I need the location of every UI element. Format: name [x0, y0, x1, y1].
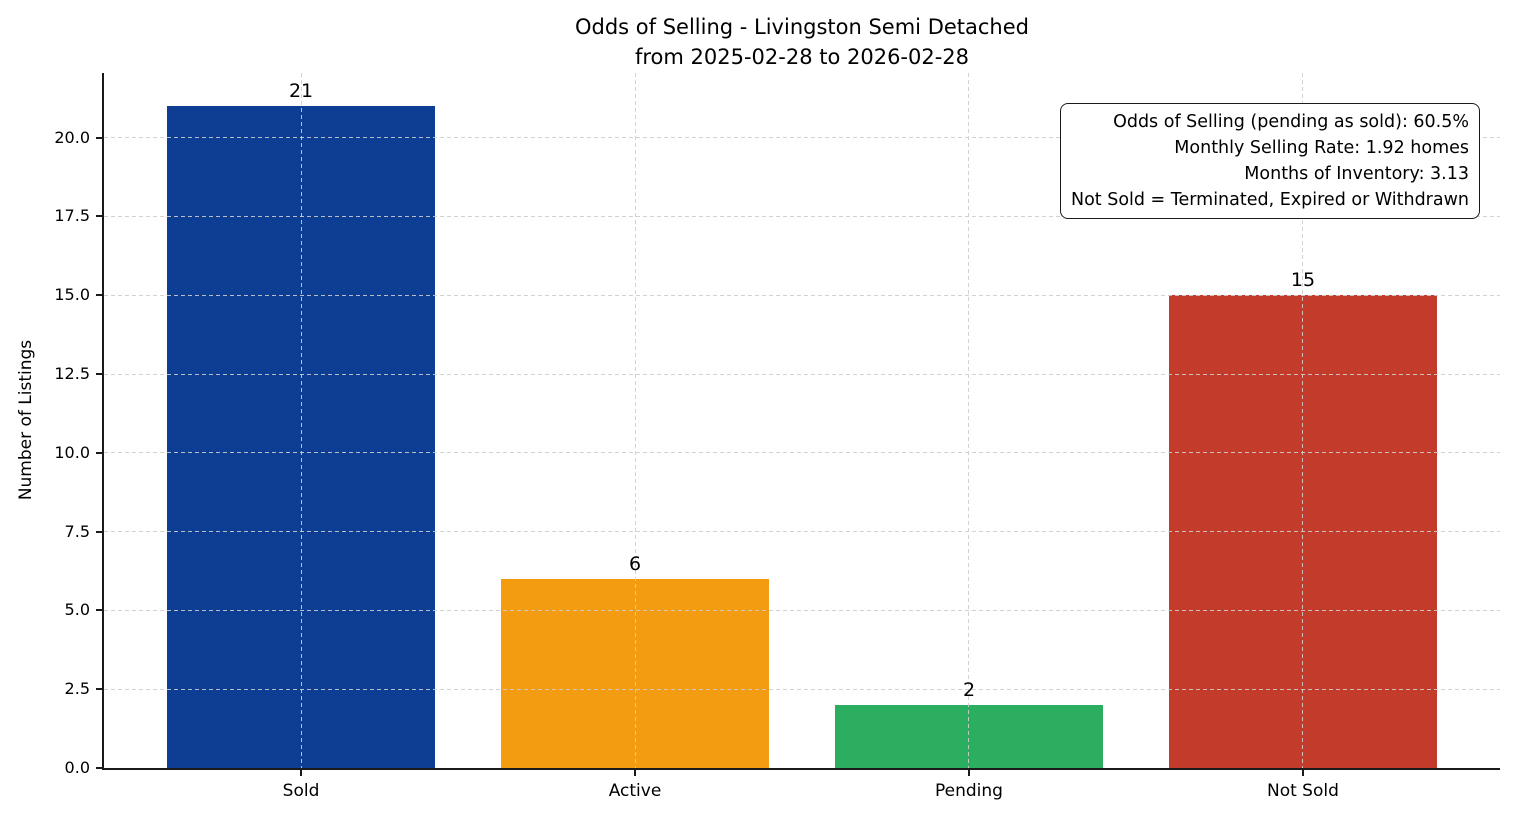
y-tick-label: 20.0	[54, 127, 90, 147]
y-gridline	[104, 373, 1500, 375]
x-tick-mark	[634, 768, 636, 776]
x-gridline	[1302, 73, 1304, 768]
x-tick-mark	[967, 768, 970, 776]
y-tick-mark	[96, 373, 104, 375]
x-tick-label: Active	[608, 781, 662, 801]
x-tick-label: Sold	[282, 781, 320, 801]
chart-title-block: Odds of Selling - Livingston Semi Detach…	[104, 12, 1500, 72]
bar-value-label: 21	[288, 80, 314, 103]
bar-value-label: 15	[1290, 269, 1316, 292]
y-gridline	[104, 137, 1500, 139]
stats-annotation-box: Odds of Selling (pending as sold): 60.5%…	[1059, 103, 1480, 219]
y-tick-label: 2.5	[64, 679, 90, 699]
y-tick-mark	[96, 609, 104, 612]
y-tick-label: 12.5	[54, 364, 90, 383]
x-tick-label: Pending	[935, 781, 1003, 801]
y-tick-mark	[96, 294, 104, 297]
x-gridline	[634, 73, 636, 768]
y-tick-label: 17.5	[54, 206, 90, 226]
y-tick-mark	[96, 136, 104, 139]
y-tick-label: 15.0	[54, 285, 90, 305]
y-tick-mark	[96, 530, 104, 533]
annotation-line: Monthly Selling Rate: 1.92 homes	[1174, 138, 1469, 158]
y-gridline	[104, 688, 1500, 690]
x-tick-label: Not Sold	[1267, 781, 1339, 801]
y-axis-spine	[102, 73, 104, 770]
annotation-line: Odds of Selling (pending as sold): 60.5%	[1113, 112, 1469, 132]
y-tick-mark	[96, 451, 104, 454]
annotation-line: Not Sold = Terminated, Expired or Withdr…	[1070, 190, 1469, 210]
bar-value-label: 6	[628, 552, 642, 575]
chart-title: Odds of Selling - Livingston Semi Detach…	[574, 15, 1029, 39]
chart-subtitle: from 2025-02-28 to 2026-02-28	[634, 45, 970, 69]
y-tick-label: 7.5	[64, 521, 90, 541]
bar-value-label: 2	[962, 678, 976, 701]
y-tick-mark	[96, 767, 104, 769]
y-tick-mark	[96, 215, 104, 218]
y-tick-label: 10.0	[54, 442, 90, 462]
y-gridline	[104, 531, 1500, 533]
x-tick-mark	[1301, 768, 1304, 776]
x-tick-mark	[300, 768, 303, 776]
x-gridline	[300, 73, 302, 768]
y-gridline	[104, 215, 1500, 217]
x-gridline	[968, 73, 970, 768]
y-tick-label: 0.0	[64, 758, 90, 777]
y-gridline	[104, 609, 1500, 611]
annotation-line: Months of Inventory: 3.13	[1244, 164, 1469, 184]
y-tick-mark	[96, 688, 104, 691]
y-gridline	[104, 452, 1500, 454]
y-tick-label: 5.0	[64, 600, 90, 620]
y-axis-label: Number of Listings	[16, 339, 36, 501]
x-axis-spine	[102, 768, 1500, 770]
y-gridline	[104, 294, 1500, 296]
